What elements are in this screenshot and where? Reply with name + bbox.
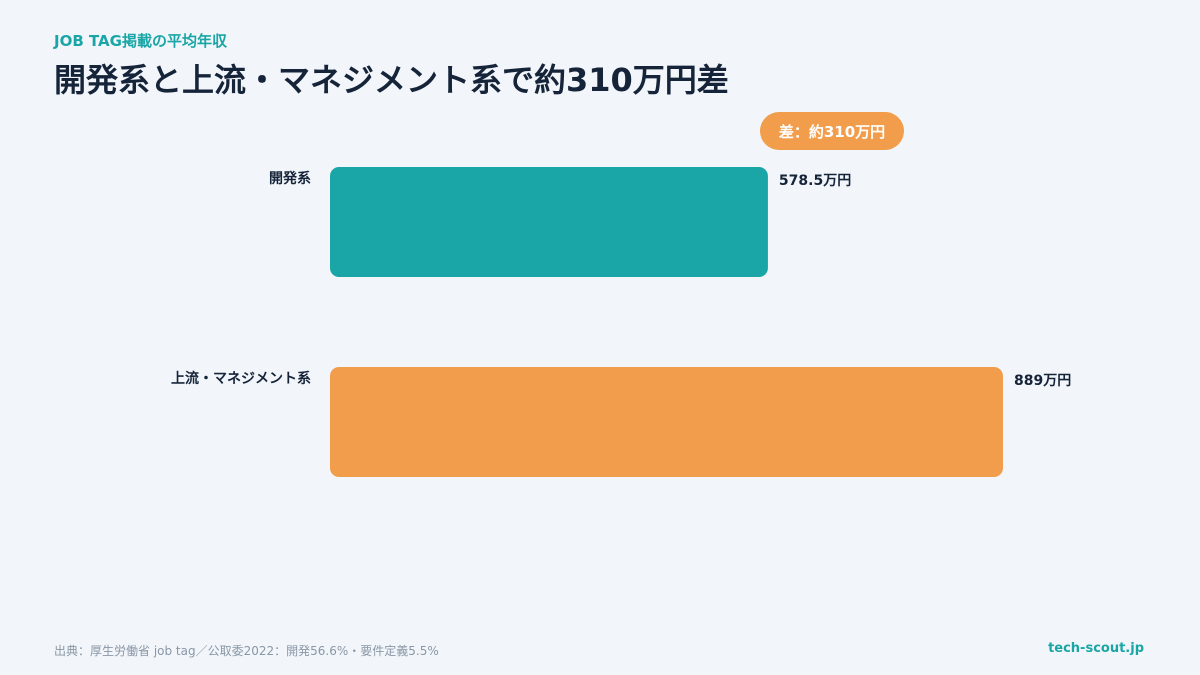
bar-1 xyxy=(330,167,768,277)
brand-label: tech-scout.jp xyxy=(1048,641,1144,656)
chart-title: 開発系と上流・マネジメント系で約310万円差 xyxy=(54,61,729,99)
category-label-1: 開発系 xyxy=(269,170,311,187)
difference-badge: 差：約310万円 xyxy=(760,112,904,150)
value-label-1: 578.5万円 xyxy=(779,173,851,189)
value-label-2: 889万円 xyxy=(1014,373,1071,389)
chart-eyebrow: JOB TAG掲載の平均年収 xyxy=(54,32,227,50)
source-note: 出典：厚生労働省 job tag／公取委2022：開発56.6%・要件定義5.5… xyxy=(54,644,439,658)
category-label-2: 上流・マネジメント系 xyxy=(171,370,311,387)
bar-2 xyxy=(330,367,1003,477)
